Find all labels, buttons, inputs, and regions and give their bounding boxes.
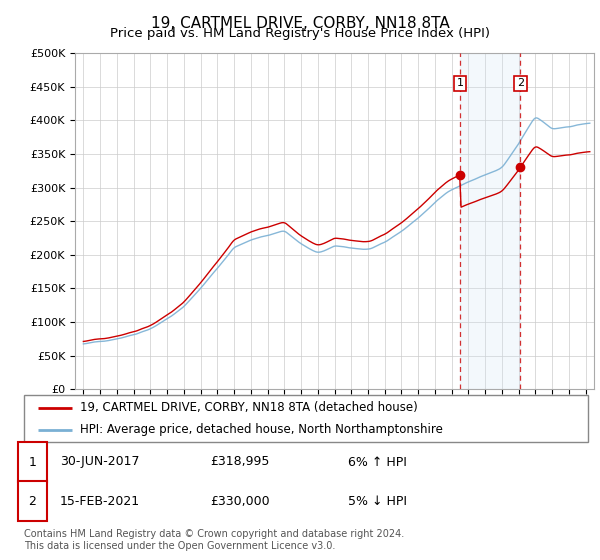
Text: 1: 1 (457, 78, 464, 88)
Text: 5% ↓ HPI: 5% ↓ HPI (348, 494, 407, 508)
Text: 30-JUN-2017: 30-JUN-2017 (60, 455, 139, 469)
Text: 2: 2 (28, 494, 37, 508)
Text: Contains HM Land Registry data © Crown copyright and database right 2024.
This d: Contains HM Land Registry data © Crown c… (24, 529, 404, 551)
Bar (460, 53, 520, 389)
Text: 19, CARTMEL DRIVE, CORBY, NN18 8TA: 19, CARTMEL DRIVE, CORBY, NN18 8TA (151, 16, 449, 31)
Text: 15-FEB-2021: 15-FEB-2021 (60, 494, 140, 508)
Text: 2: 2 (517, 78, 524, 88)
FancyBboxPatch shape (24, 395, 588, 442)
Text: 19, CARTMEL DRIVE, CORBY, NN18 8TA (detached house): 19, CARTMEL DRIVE, CORBY, NN18 8TA (deta… (80, 401, 418, 414)
Text: 6% ↑ HPI: 6% ↑ HPI (348, 455, 407, 469)
Text: 1: 1 (28, 455, 37, 469)
Text: £330,000: £330,000 (210, 494, 269, 508)
Text: £318,995: £318,995 (210, 455, 269, 469)
Text: Price paid vs. HM Land Registry's House Price Index (HPI): Price paid vs. HM Land Registry's House … (110, 27, 490, 40)
Text: HPI: Average price, detached house, North Northamptonshire: HPI: Average price, detached house, Nort… (80, 423, 443, 436)
